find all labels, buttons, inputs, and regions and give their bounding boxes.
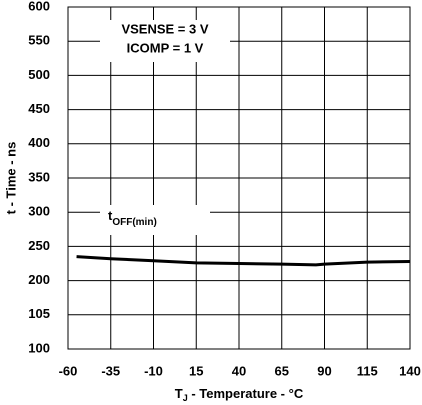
x-label-rest: - Temperature - °C [188,386,304,401]
x-tick-label: 115 [357,363,378,378]
x-tick-label: -10 [144,363,163,378]
annotation-box [100,20,230,62]
curve-label-sub: OFF(min) [112,217,156,228]
curve-label-box [100,205,210,235]
y-tick-label: 250 [28,238,50,253]
x-axis-label: TJ - Temperature - °C [175,386,304,403]
annotation: VSENSE = 3 V [121,21,208,36]
x-label-main: T [175,386,183,401]
y-tick-label: 105 [28,306,50,321]
x-tick-label: -35 [101,363,120,378]
y-tick-label: 500 [28,67,50,82]
y-tick-label: 100 [28,340,50,355]
y-tick-label: 450 [28,101,50,116]
x-tick-label: -60 [59,363,78,378]
plot-frame [67,6,411,350]
annotation: ICOMP = 1 V [127,40,204,55]
x-tick-label: 140 [399,363,421,378]
y-tick-label: 600 [28,0,50,13]
y-axis-label: t - Time - ns [3,142,18,215]
x-tick-label: 90 [317,363,331,378]
x-tick-label: 15 [189,363,203,378]
y-tick-label: 550 [28,33,50,48]
y-tick-label: 400 [28,135,50,150]
y-tick-label: 300 [28,204,50,219]
line-series [76,255,411,267]
curve-label-main: t [108,208,113,223]
y-tick-label: 350 [28,169,50,184]
y-tick-label: 200 [28,272,50,287]
x-tick-label: 40 [232,363,246,378]
x-tick-label: 65 [275,363,289,378]
x-label-sub: J [183,393,188,403]
curve-label: tOFF(min) [108,208,157,227]
